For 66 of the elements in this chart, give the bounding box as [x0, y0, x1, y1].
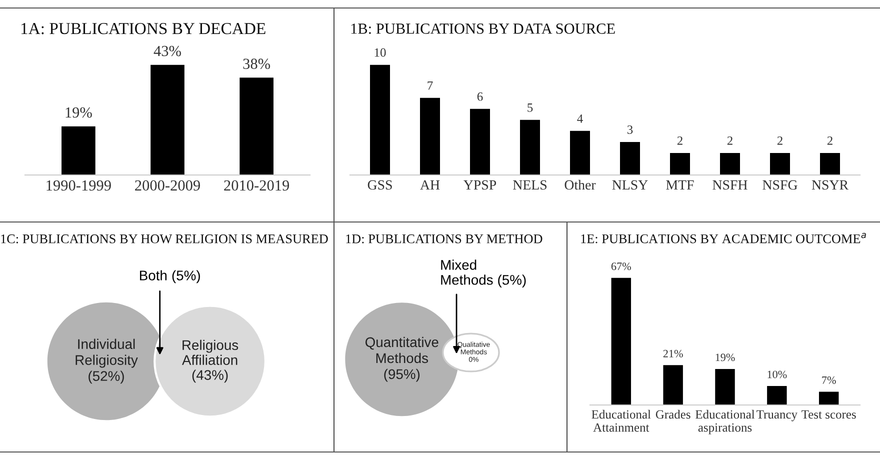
bar [715, 368, 735, 405]
data-label: 2 [777, 136, 782, 145]
x-tick-label: NELS [513, 180, 546, 190]
bar [818, 392, 839, 405]
bar [420, 98, 440, 175]
category-label: Mixed Methods [441, 260, 493, 285]
bar [570, 130, 590, 175]
data-label: 67% [611, 262, 631, 270]
x-tick-label: Truancy [756, 410, 798, 422]
category-label: Quantitative Methods [365, 336, 438, 364]
data-label: 2 [677, 136, 682, 145]
data-label: 19% [716, 354, 735, 362]
category-label: Religious Affiliation [182, 340, 238, 365]
data-label: (5%) [172, 270, 200, 284]
data-label: 5 [528, 104, 533, 112]
bar [670, 152, 690, 175]
data-label: 38% [243, 58, 270, 70]
bar [820, 152, 840, 175]
data-label: (43%) [192, 370, 228, 383]
x-tick-label: AH [420, 180, 440, 190]
text: 1D: PUBLICATIONS BY METHOD [346, 234, 542, 244]
x-tick-label: MTF [666, 180, 694, 190]
x-tick-label: YPSP [464, 180, 496, 190]
x-tick-label: Other [564, 180, 596, 190]
bar [767, 386, 787, 405]
x-tick-label: Grades [656, 410, 690, 419]
bar [663, 365, 683, 405]
x-tick-label: NSFG [762, 180, 798, 190]
data-label: 7 [428, 81, 433, 90]
x-tick-label: GSS [368, 180, 392, 190]
x-tick-label: Educational aspirations [696, 410, 755, 434]
data-label: 19% [66, 107, 92, 118]
bar [470, 108, 490, 175]
x-tick-label: NSYR [812, 180, 849, 190]
bar [370, 64, 390, 175]
x-tick-label: Test scores [802, 410, 856, 419]
data-label: 2 [727, 136, 732, 145]
bar [720, 152, 740, 175]
bar [611, 278, 632, 405]
data-label: 43% [154, 46, 181, 56]
bar [620, 142, 640, 175]
text: 1C: PUBLICATIONS BY HOW RELIGION IS MEASURED [1, 234, 328, 244]
chart-title: 1B: PUBLICATIONS BY DATA SOURCE [351, 24, 615, 34]
x-tick-label: 2010-2019 [224, 180, 290, 191]
category-label: Both [140, 270, 167, 280]
data-label: 4 [577, 114, 583, 123]
chart-title: 1A: PUBLICATIONS BY DECADE [21, 22, 266, 34]
bar [770, 152, 790, 175]
data-label: (52%) [88, 370, 124, 384]
data-label: 7% [822, 376, 836, 384]
x-tick-label: 1990-1999 [46, 180, 111, 191]
x-tick-label: 2000-2009 [135, 180, 200, 191]
data-label: 21% [663, 350, 683, 358]
data-label: 6 [477, 92, 483, 101]
data-label: (95%) [384, 368, 420, 382]
x-tick-label: NLSY [612, 180, 648, 190]
category-label: Individual Religiosity [76, 338, 138, 368]
data-label: 10 [374, 48, 386, 57]
x-tick-label: NSFH [712, 180, 748, 190]
data-label: 2 [827, 136, 832, 145]
data-label: 10% [768, 370, 787, 378]
data-label: 3 [627, 125, 633, 134]
data-label: (5%) [498, 274, 526, 288]
chart-title: 1E: PUBLICATIONS BY ACADEMIC OUTCOME$^{a}$ [581, 232, 866, 244]
bar [520, 120, 540, 175]
x-tick-label: Educational Attainment [592, 410, 651, 432]
